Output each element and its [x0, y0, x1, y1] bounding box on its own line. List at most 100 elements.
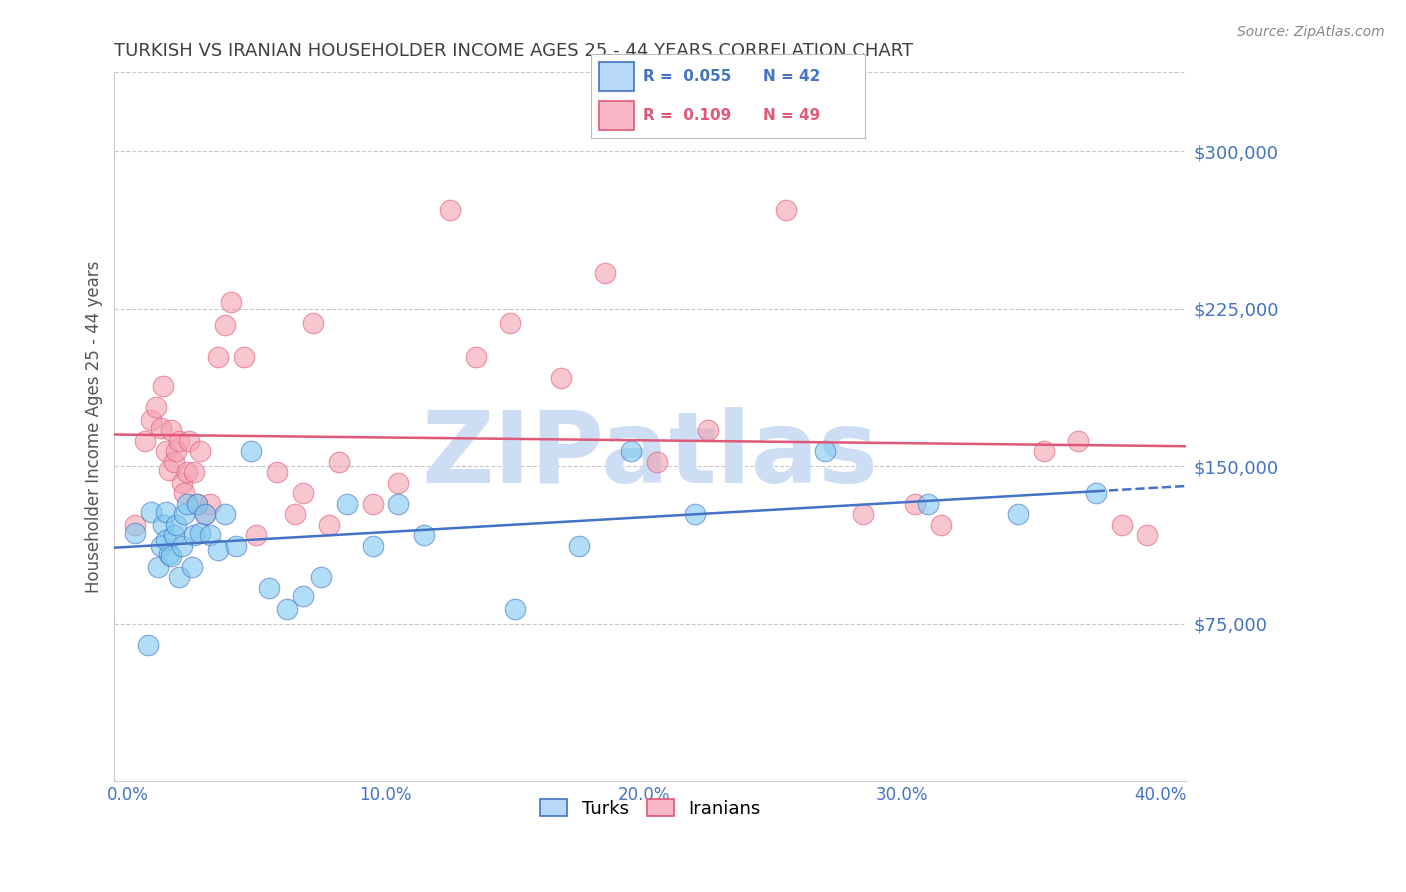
Text: N = 42: N = 42: [763, 69, 821, 84]
Point: [180, 559, 202, 574]
Point: [645, 455, 668, 469]
Point: [165, 444, 187, 458]
Point: [198, 497, 221, 511]
Point: [157, 463, 180, 477]
Point: [568, 539, 591, 553]
Point: [1007, 508, 1029, 522]
Point: [167, 570, 190, 584]
Y-axis label: Householder Income Ages 25 - 44 years: Householder Income Ages 25 - 44 years: [86, 260, 103, 593]
Point: [232, 350, 254, 364]
Point: [387, 475, 409, 490]
Point: [149, 421, 172, 435]
Point: [186, 497, 208, 511]
Point: [124, 517, 146, 532]
Point: [173, 508, 195, 522]
Point: [361, 539, 384, 553]
Point: [697, 423, 720, 437]
Point: [593, 266, 616, 280]
Point: [1066, 434, 1088, 448]
Point: [194, 508, 217, 522]
Point: [498, 316, 520, 330]
Point: [183, 466, 205, 480]
Point: [186, 497, 208, 511]
Point: [188, 526, 211, 541]
Point: [214, 318, 236, 333]
Bar: [599, 62, 634, 91]
Point: [245, 528, 267, 542]
Point: [1136, 528, 1159, 542]
Point: [685, 508, 707, 522]
Point: [240, 444, 263, 458]
Point: [139, 505, 162, 519]
Point: [302, 316, 325, 330]
Point: [155, 533, 177, 547]
Point: [1111, 517, 1133, 532]
Text: R =  0.055: R = 0.055: [643, 69, 731, 84]
Point: [550, 371, 572, 385]
Point: [318, 517, 340, 532]
Point: [328, 455, 350, 469]
Point: [309, 570, 332, 584]
Point: [179, 434, 201, 448]
Point: [852, 508, 875, 522]
Point: [198, 528, 221, 542]
Point: [225, 539, 247, 553]
Point: [219, 295, 242, 310]
Point: [160, 549, 183, 564]
Point: [173, 486, 195, 500]
Point: [439, 202, 461, 217]
Point: [266, 466, 288, 480]
Point: [176, 466, 198, 480]
Point: [775, 202, 797, 217]
Point: [149, 539, 172, 553]
Point: [167, 434, 190, 448]
Point: [214, 508, 236, 522]
Point: [1033, 444, 1056, 458]
Point: [361, 497, 384, 511]
Point: [157, 547, 180, 561]
Point: [207, 543, 229, 558]
Point: [904, 497, 927, 511]
Point: [183, 528, 205, 542]
Point: [284, 508, 307, 522]
Point: [620, 444, 643, 458]
Point: [291, 589, 314, 603]
Point: [124, 526, 146, 541]
Text: Source: ZipAtlas.com: Source: ZipAtlas.com: [1237, 25, 1385, 39]
Point: [155, 444, 177, 458]
Point: [152, 517, 174, 532]
Point: [139, 413, 162, 427]
Point: [259, 581, 281, 595]
Text: R =  0.109: R = 0.109: [643, 108, 731, 123]
Point: [165, 517, 187, 532]
Point: [929, 517, 952, 532]
Text: N = 49: N = 49: [763, 108, 821, 123]
Legend: Turks, Iranians: Turks, Iranians: [533, 792, 768, 825]
Point: [336, 497, 359, 511]
Point: [207, 350, 229, 364]
Text: TURKISH VS IRANIAN HOUSEHOLDER INCOME AGES 25 - 44 YEARS CORRELATION CHART: TURKISH VS IRANIAN HOUSEHOLDER INCOME AG…: [114, 42, 914, 60]
Point: [465, 350, 488, 364]
Point: [813, 444, 835, 458]
Point: [194, 508, 217, 522]
Point: [136, 638, 159, 652]
Point: [276, 602, 298, 616]
Point: [176, 497, 198, 511]
Point: [1084, 486, 1107, 500]
Bar: [599, 101, 634, 130]
Point: [413, 528, 436, 542]
Point: [170, 539, 193, 553]
Point: [170, 475, 193, 490]
Point: [291, 486, 314, 500]
Point: [134, 434, 156, 448]
Point: [155, 505, 177, 519]
Point: [917, 497, 939, 511]
Point: [148, 559, 170, 574]
Point: [387, 497, 409, 511]
Point: [152, 379, 174, 393]
Point: [160, 423, 183, 437]
Point: [188, 444, 211, 458]
Point: [503, 602, 526, 616]
Point: [163, 455, 186, 469]
Point: [145, 401, 167, 415]
